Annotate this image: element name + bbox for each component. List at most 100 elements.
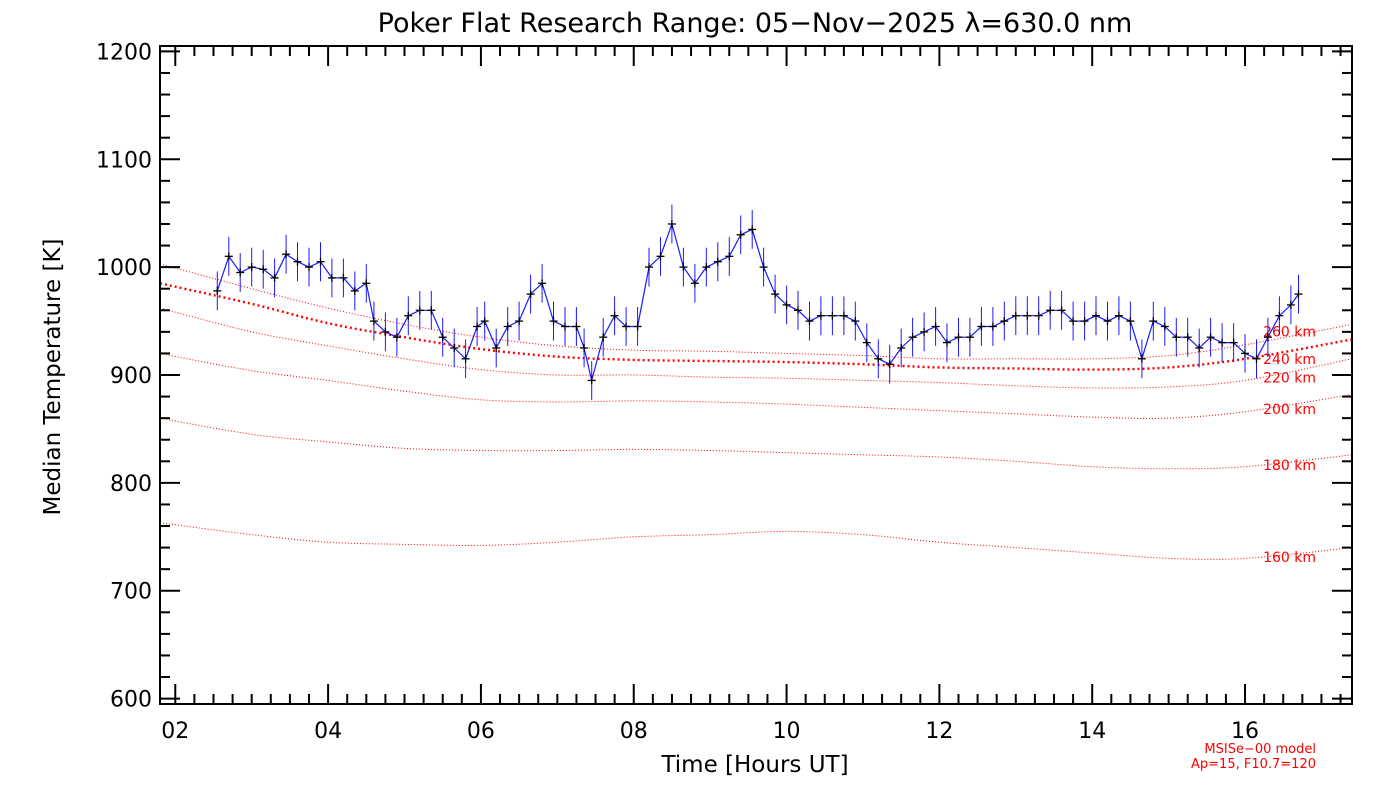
observation-series	[213, 204, 1303, 400]
data-point-marker	[759, 263, 768, 272]
chart-title: Poker Flat Research Range: 05−Nov−2025 λ…	[378, 8, 1133, 39]
data-point-marker	[526, 290, 535, 299]
data-point-marker	[1011, 311, 1020, 320]
data-point-marker	[224, 252, 233, 261]
data-point-marker	[492, 344, 501, 352]
data-point-marker	[965, 333, 974, 342]
data-point-marker	[622, 322, 631, 331]
data-point-marker	[580, 344, 589, 352]
data-point-marker	[897, 344, 906, 352]
model-curve-240-km	[159, 282, 1353, 371]
data-point-marker	[633, 322, 642, 331]
data-point-marker	[381, 327, 390, 336]
data-point-marker	[1046, 306, 1055, 315]
data-point-marker	[736, 230, 745, 239]
data-point-marker	[1160, 322, 1169, 331]
data-point-marker	[1294, 290, 1303, 299]
data-point-marker	[667, 220, 676, 228]
data-point-marker	[270, 273, 279, 282]
data-point-marker	[1286, 300, 1295, 309]
x-tick-label: 10	[773, 719, 801, 744]
data-point-marker	[748, 225, 757, 234]
model-curve-200-km	[159, 352, 1353, 420]
data-point-marker	[988, 322, 997, 331]
plot-frame	[159, 45, 1353, 705]
model-curve-label: 160 km	[1263, 550, 1316, 566]
data-point-marker	[362, 279, 371, 288]
model-curve-label: 240 km	[1263, 352, 1316, 368]
data-point-marker	[549, 317, 558, 326]
data-point-marker	[538, 279, 547, 288]
data-point-marker	[1103, 317, 1112, 326]
model-curve-180-km	[159, 417, 1353, 470]
data-point-marker	[943, 338, 951, 347]
data-point-marker	[427, 306, 436, 315]
data-point-marker	[1114, 311, 1123, 320]
data-point-marker	[461, 354, 470, 363]
model-curve-label: 180 km	[1263, 458, 1316, 474]
data-point-marker	[1195, 344, 1204, 352]
data-point-marker	[1034, 311, 1043, 320]
observation-line	[216, 221, 1299, 381]
data-point-marker	[1000, 317, 1009, 326]
data-point-marker	[404, 311, 413, 320]
data-point-marker	[610, 311, 619, 320]
x-tick-label: 12	[925, 719, 953, 744]
plot-axes: 600 700 800 900 1000 1100 1200 02 04 06 08 10 12 14 16	[96, 40, 1353, 744]
x-tick-label: 14	[1078, 719, 1106, 744]
data-point-marker	[247, 263, 256, 272]
model-curve-260-km	[159, 263, 1353, 360]
data-point-marker	[316, 257, 325, 266]
data-point-marker	[1241, 349, 1249, 358]
model-curve-label: 200 km	[1263, 402, 1316, 418]
data-point-marker	[794, 306, 802, 315]
x-tick-label: 06	[467, 719, 495, 744]
data-point-marker	[713, 257, 722, 266]
data-point-marker	[259, 265, 268, 274]
data-point-marker	[450, 344, 459, 352]
x-tick-label: 04	[314, 719, 342, 744]
model-annotation: MSISe−00 model	[1204, 742, 1316, 757]
model-curve-label: 220 km	[1263, 370, 1316, 386]
data-point-marker	[599, 333, 608, 342]
data-point-marker	[816, 311, 825, 320]
data-point-marker	[515, 317, 524, 326]
y-tick-label: 1100	[96, 148, 152, 173]
data-point-marker	[771, 290, 780, 299]
data-point-marker	[1069, 317, 1078, 326]
data-point-marker	[679, 263, 688, 272]
data-point-marker	[874, 354, 883, 363]
data-point-marker	[1218, 338, 1227, 347]
data-point-marker	[438, 333, 447, 342]
data-point-marker	[782, 300, 791, 309]
data-point-marker	[350, 286, 359, 295]
y-tick-label: 1200	[96, 40, 152, 65]
data-point-marker	[293, 257, 302, 266]
data-point-marker	[236, 268, 245, 277]
data-point-marker	[1263, 333, 1272, 342]
data-point-marker	[885, 360, 894, 369]
data-point-marker	[839, 311, 848, 320]
data-point-marker	[702, 263, 711, 272]
y-tick-label: 900	[110, 364, 152, 389]
data-point-marker	[1137, 354, 1146, 363]
data-point-marker	[587, 376, 596, 385]
data-point-marker	[503, 322, 512, 331]
y-tick-label: 1000	[96, 256, 152, 281]
model-curve-160-km	[159, 522, 1353, 560]
data-point-marker	[954, 333, 963, 342]
data-point-marker	[862, 338, 871, 347]
model-curve-220-km	[159, 307, 1353, 389]
data-point-marker	[339, 273, 348, 282]
data-point-marker	[1149, 317, 1158, 326]
data-point-marker	[369, 317, 378, 326]
y-axis-label: Median Temperature [K]	[40, 239, 66, 516]
x-tick-label: 08	[620, 719, 648, 744]
data-point-marker	[1092, 311, 1100, 320]
data-point-marker	[1057, 306, 1066, 315]
data-point-marker	[977, 322, 986, 331]
data-point-marker	[1126, 317, 1135, 326]
data-point-marker	[392, 333, 401, 342]
data-point-marker	[1172, 333, 1181, 342]
